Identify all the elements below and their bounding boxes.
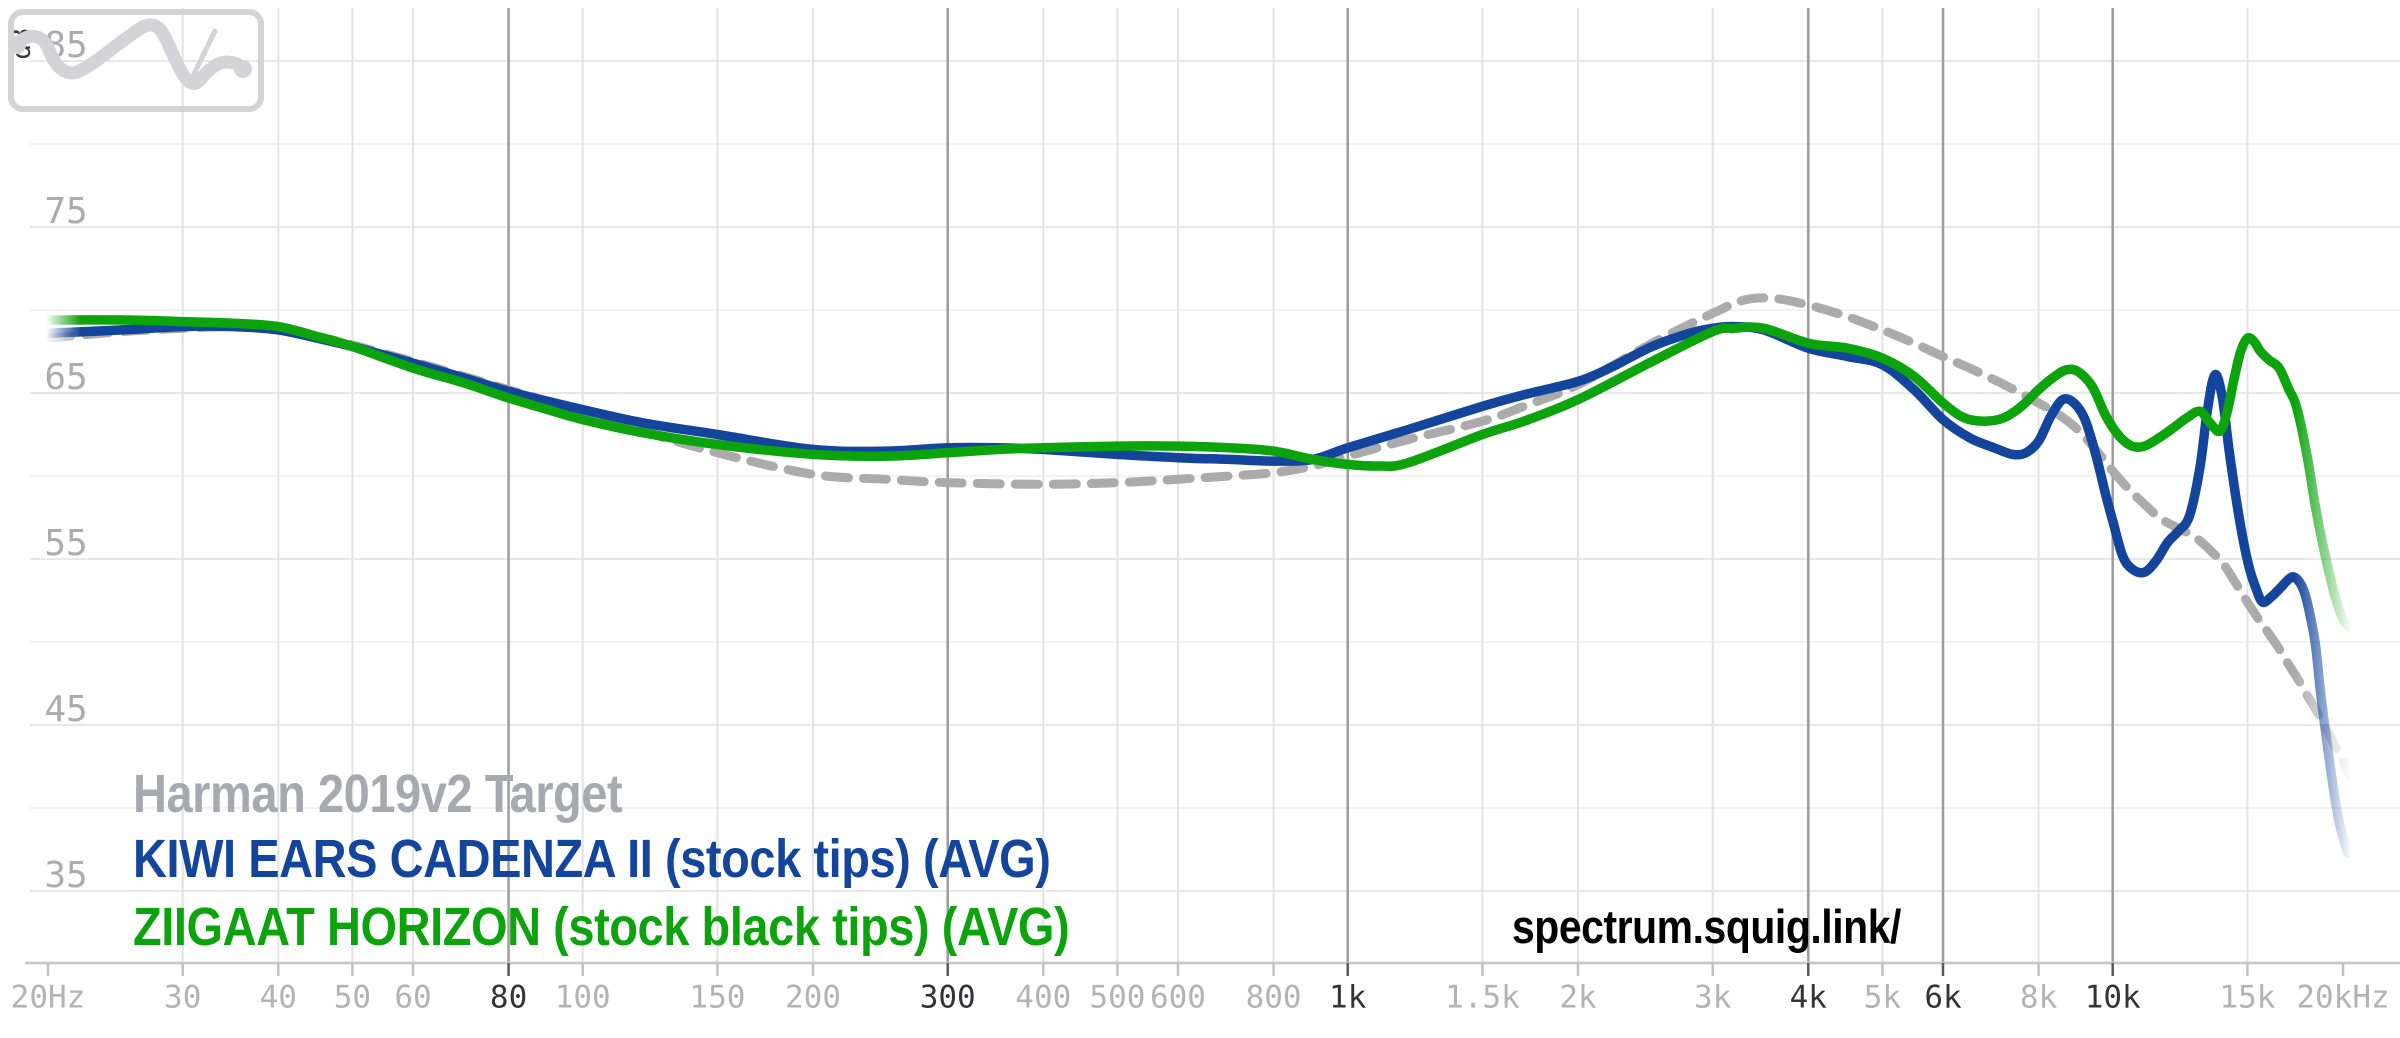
legend-item-horizon: ZIIGAAT HORIZON (stock black tips) (AVG) xyxy=(133,897,1070,957)
x-tick-label: 100 xyxy=(555,980,611,1016)
y-tick-label: 75 xyxy=(44,191,87,232)
y-tick-label: 55 xyxy=(44,523,87,564)
squig-logo-icon xyxy=(8,9,264,112)
x-tick-label: 150 xyxy=(689,980,745,1016)
logo-frame xyxy=(8,9,264,112)
x-tick-label: 1k xyxy=(1329,980,1367,1016)
x-tick-label: 200 xyxy=(785,980,841,1016)
x-tick-label: 1.5k xyxy=(1445,980,1520,1016)
x-tick-label: 40 xyxy=(260,980,297,1016)
x-tick-label: 4k xyxy=(1790,980,1828,1016)
x-tick-label: 15k xyxy=(2219,980,2275,1016)
x-tick-label: 6k xyxy=(1924,980,1962,1016)
x-tick-label: 300 xyxy=(920,980,976,1016)
watermark-url: spectrum.squig.link/ xyxy=(1512,900,1901,953)
x-tick-label: 3k xyxy=(1694,980,1732,1016)
x-tick-label: 20kHz xyxy=(2296,980,2389,1016)
x-tick-label: 80 xyxy=(490,980,527,1016)
x-tick-label: 10k xyxy=(2085,980,2141,1016)
logo-squiggle xyxy=(8,18,252,90)
legend-item-cadenza: KIWI EARS CADENZA II (stock tips) (AVG) xyxy=(133,829,1051,889)
x-tick-label: 20Hz xyxy=(11,980,86,1016)
legend-item-target: Harman 2019v2 Target xyxy=(133,764,623,824)
y-tick-label: 65 xyxy=(44,357,87,398)
x-tick-label: 5k xyxy=(1864,980,1902,1016)
x-tick-label: 2k xyxy=(1559,980,1597,1016)
x-tick-label: 400 xyxy=(1015,980,1071,1016)
curve-cadenza xyxy=(43,321,2353,858)
x-tick-label: 500 xyxy=(1089,980,1145,1016)
x-tick-label: 30 xyxy=(164,980,201,1016)
x-tick-label: 8k xyxy=(2020,980,2058,1016)
y-tick-label: 35 xyxy=(44,855,87,896)
curve-horizon xyxy=(43,315,2355,632)
x-tick-label: 50 xyxy=(334,980,371,1016)
curve-target xyxy=(43,293,2355,780)
x-tick-label: 800 xyxy=(1246,980,1302,1016)
x-tick-label: 600 xyxy=(1150,980,1206,1016)
x-tick-label: 60 xyxy=(394,980,431,1016)
y-tick-label: 45 xyxy=(44,689,87,730)
